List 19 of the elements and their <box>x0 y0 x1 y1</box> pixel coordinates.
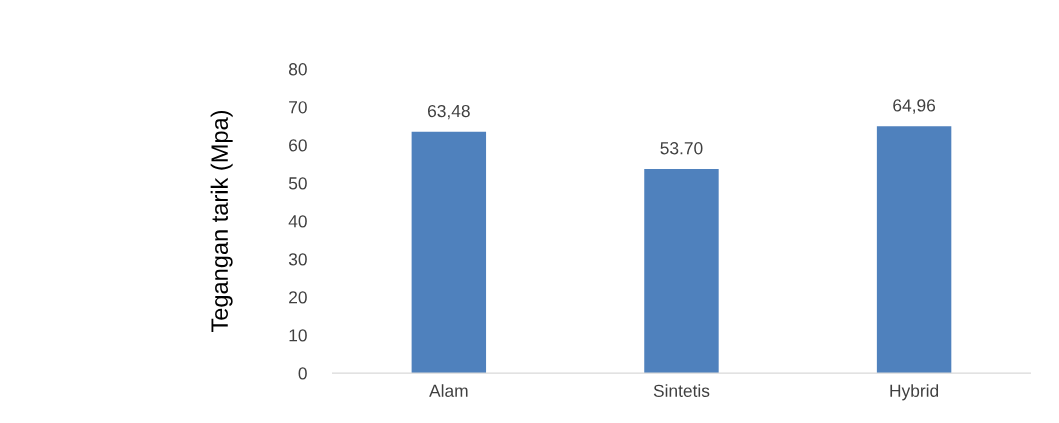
y-tick-label: 10 <box>289 329 307 342</box>
data-label: 53.70 <box>660 142 703 155</box>
y-tick-label: 70 <box>289 101 307 114</box>
y-tick-label: 50 <box>288 177 307 190</box>
y-tick-label: 40 <box>288 215 307 228</box>
bar <box>644 168 719 374</box>
y-tick-label: 0 <box>298 367 307 380</box>
bar <box>411 131 487 374</box>
y-tick-label: 20 <box>289 291 307 304</box>
y-tick-label: 80 <box>288 63 307 76</box>
bar <box>876 126 952 374</box>
y-tick-label: 30 <box>288 253 307 266</box>
data-label: 63,48 <box>428 104 470 120</box>
x-tick-label: Hybrid <box>890 384 939 401</box>
data-label: 64,96 <box>893 99 936 114</box>
y-tick-label: 60 <box>289 139 307 152</box>
x-tick-label: Alam <box>429 384 468 397</box>
y-axis-title: Tegangan tarik (Mpa) <box>210 110 233 333</box>
x-tick-label: Sintetis <box>653 384 710 397</box>
